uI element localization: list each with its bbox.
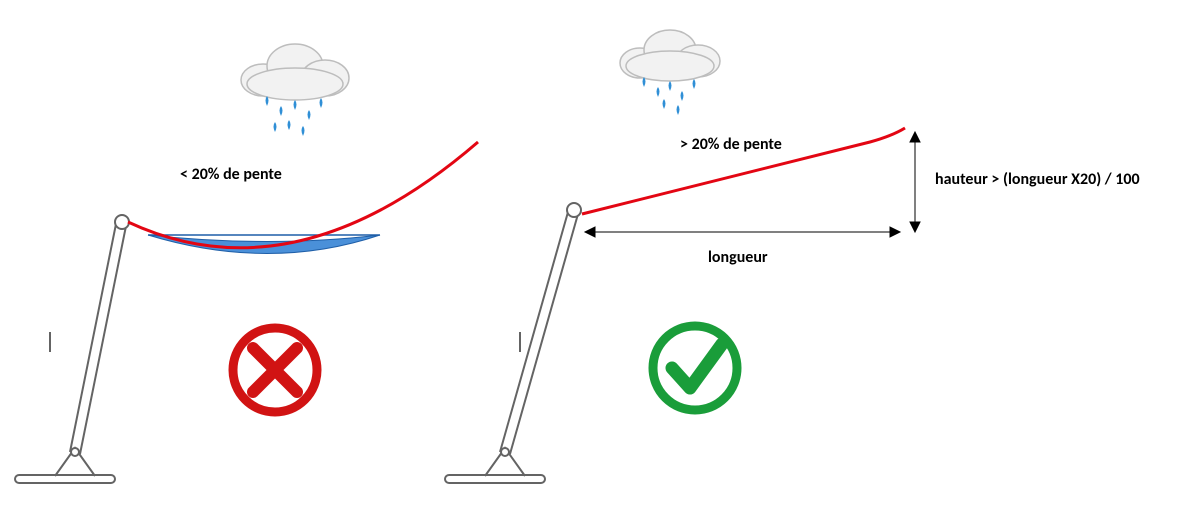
rain-cloud-icon	[620, 30, 720, 115]
wrong-panel	[15, 44, 478, 483]
rain-cloud-icon	[241, 44, 349, 136]
wrong-icon	[233, 328, 317, 412]
dimension-length	[585, 227, 900, 237]
pole-left	[15, 215, 129, 483]
height-formula-label: hauteur > (longueur X20) / 100	[935, 170, 1140, 189]
wrong-slope-label: < 20% de pente	[180, 165, 282, 184]
awning-curve-wrong	[128, 142, 478, 248]
pole-right	[445, 203, 581, 483]
pooled-water	[148, 235, 380, 254]
dimension-height	[910, 132, 920, 232]
diagram-canvas	[0, 0, 1185, 507]
correct-slope-label: > 20% de pente	[680, 135, 782, 154]
correct-icon	[653, 326, 737, 410]
length-label: longueur	[708, 248, 768, 267]
correct-panel	[445, 30, 920, 483]
